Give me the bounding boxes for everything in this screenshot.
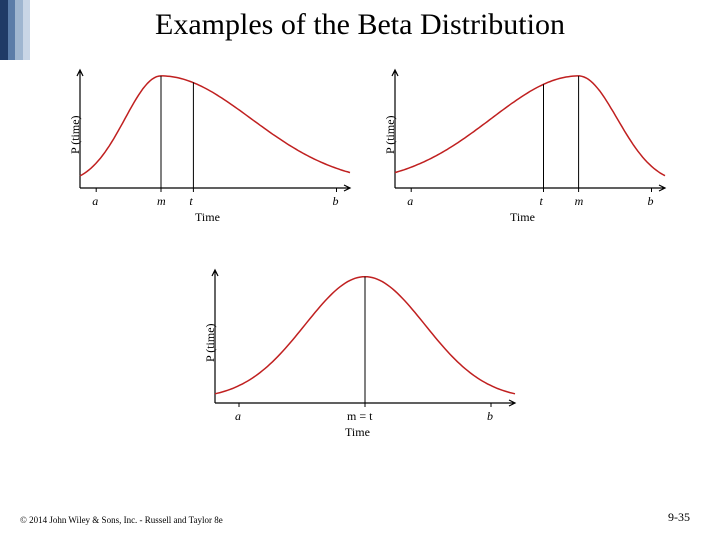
tick-label: b <box>333 194 339 209</box>
tick-label: a <box>235 409 241 424</box>
slide: Examples of the Beta Distribution a m t b Ti… <box>0 0 720 540</box>
chart2-svg <box>370 60 670 230</box>
axes <box>212 270 515 406</box>
x-axis-label: Time <box>345 425 370 440</box>
tick-label: t <box>189 194 192 209</box>
chart1: a m t b Time P (time) <box>55 60 355 230</box>
y-axis-label: P (time) <box>68 115 83 154</box>
tick-label: a <box>92 194 98 209</box>
tick-label: b <box>487 409 493 424</box>
tick-label: m = t <box>347 409 372 424</box>
slide-number: 9-35 <box>668 510 690 525</box>
tick-label: m <box>575 194 584 209</box>
tick-label: b <box>648 194 654 209</box>
chart1-svg <box>55 60 355 230</box>
chart-area: a m t b Time P (time) a t m b Time P (time) a m = t b T… <box>20 60 700 490</box>
x-axis-label: Time <box>195 210 220 225</box>
chart3: a m = t b Time P (time) <box>190 260 520 445</box>
tick-label: a <box>407 194 413 209</box>
y-axis-label: P (time) <box>383 115 398 154</box>
page-title: Examples of the Beta Distribution <box>0 8 720 42</box>
chart2: a t m b Time P (time) <box>370 60 670 230</box>
beta-curve <box>80 76 350 176</box>
x-axis-label: Time <box>510 210 535 225</box>
y-axis-label: P (time) <box>203 323 218 362</box>
tick-label: t <box>540 194 543 209</box>
copyright: © 2014 John Wiley & Sons, Inc. - Russell… <box>20 515 223 525</box>
tick-label: m <box>157 194 166 209</box>
beta-curve <box>395 76 665 176</box>
